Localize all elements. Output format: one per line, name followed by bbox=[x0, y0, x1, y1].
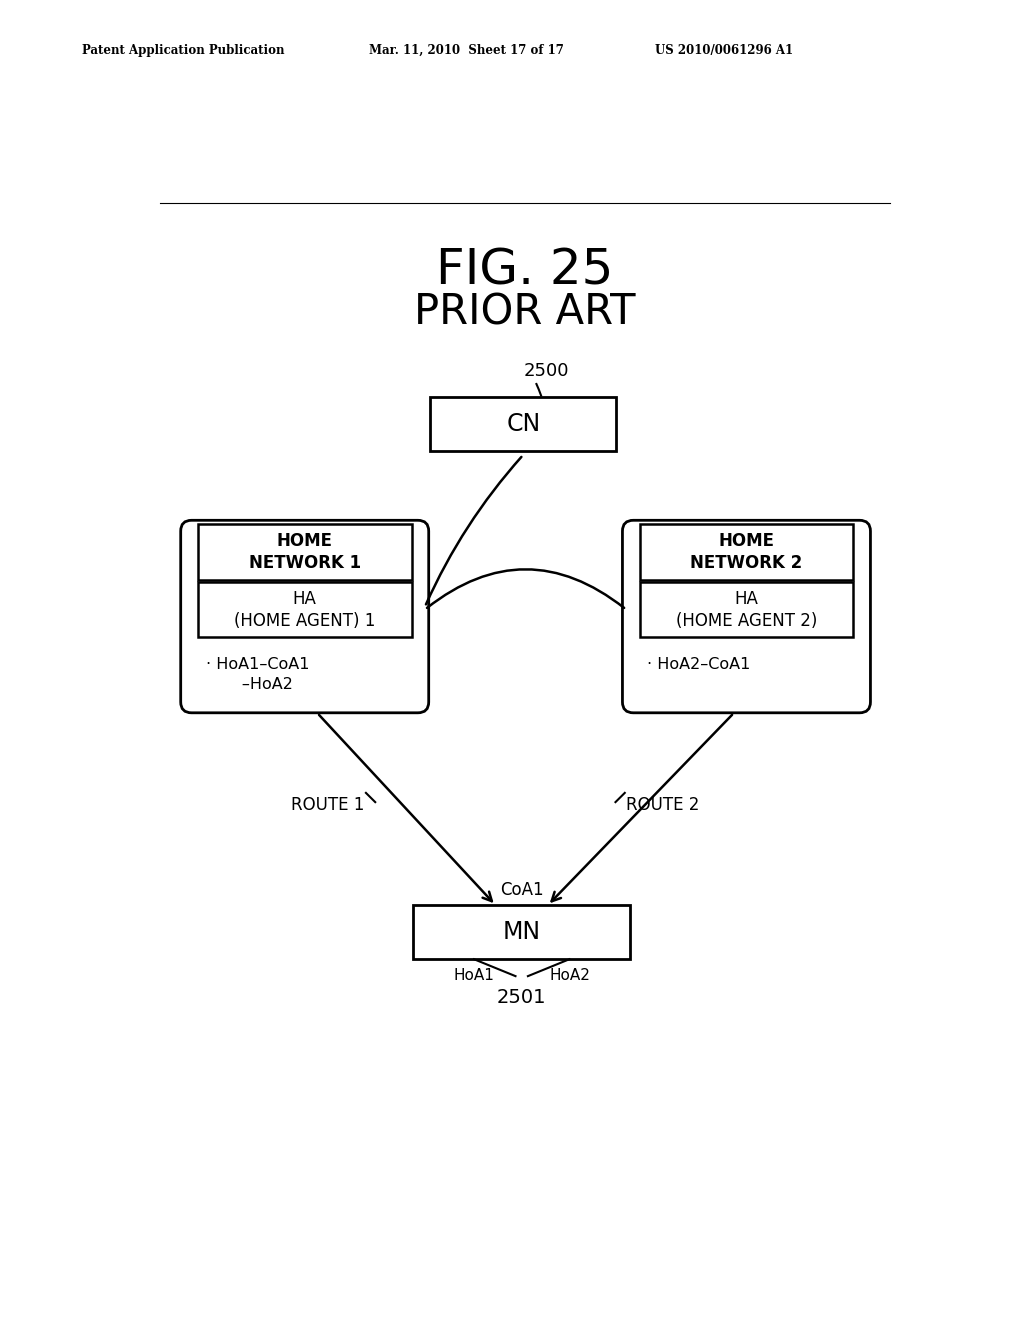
Text: US 2010/0061296 A1: US 2010/0061296 A1 bbox=[655, 44, 794, 57]
Text: ROUTE 2: ROUTE 2 bbox=[627, 796, 699, 814]
Text: ROUTE 1: ROUTE 1 bbox=[291, 796, 365, 814]
Text: MN: MN bbox=[503, 920, 541, 944]
Text: 2500: 2500 bbox=[523, 362, 569, 380]
Text: CN: CN bbox=[506, 412, 541, 436]
Text: HA
(HOME AGENT) 1: HA (HOME AGENT) 1 bbox=[234, 590, 376, 630]
Text: Patent Application Publication: Patent Application Publication bbox=[82, 44, 285, 57]
FancyBboxPatch shape bbox=[623, 520, 870, 713]
FancyBboxPatch shape bbox=[180, 520, 429, 713]
Text: Mar. 11, 2010  Sheet 17 of 17: Mar. 11, 2010 Sheet 17 of 17 bbox=[369, 44, 563, 57]
Text: · HoA2–CoA1: · HoA2–CoA1 bbox=[647, 657, 751, 672]
Bar bbox=[198, 524, 412, 579]
Bar bbox=[414, 906, 630, 960]
Text: · HoA1–CoA1
       –HoA2: · HoA1–CoA1 –HoA2 bbox=[206, 657, 309, 692]
Text: FIG. 25: FIG. 25 bbox=[436, 246, 613, 294]
Text: HOME
NETWORK 2: HOME NETWORK 2 bbox=[690, 532, 803, 572]
Bar bbox=[198, 582, 412, 638]
Bar bbox=[640, 524, 853, 579]
Bar bbox=[640, 582, 853, 638]
Text: HoA1: HoA1 bbox=[454, 969, 495, 983]
Text: HA
(HOME AGENT 2): HA (HOME AGENT 2) bbox=[676, 590, 817, 630]
Text: PRIOR ART: PRIOR ART bbox=[414, 292, 636, 334]
Text: CoA1: CoA1 bbox=[500, 882, 544, 899]
Text: HoA2: HoA2 bbox=[549, 969, 590, 983]
Text: HOME
NETWORK 1: HOME NETWORK 1 bbox=[249, 532, 360, 572]
Text: 2501: 2501 bbox=[497, 989, 547, 1007]
Bar bbox=[430, 397, 616, 451]
